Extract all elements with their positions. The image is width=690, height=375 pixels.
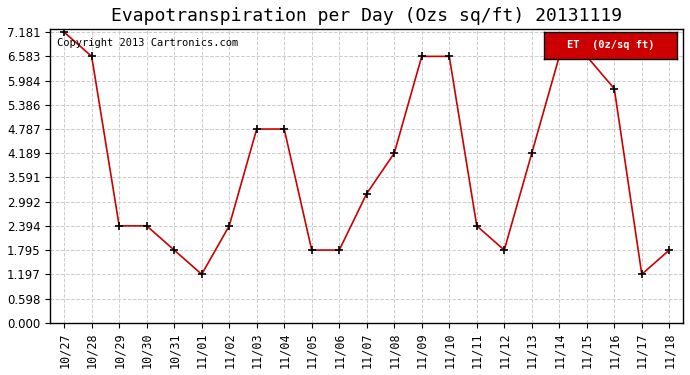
Title: Evapotranspiration per Day (Ozs sq/ft) 20131119: Evapotranspiration per Day (Ozs sq/ft) 2… [111,7,622,25]
Text: Copyright 2013 Cartronics.com: Copyright 2013 Cartronics.com [57,38,238,48]
